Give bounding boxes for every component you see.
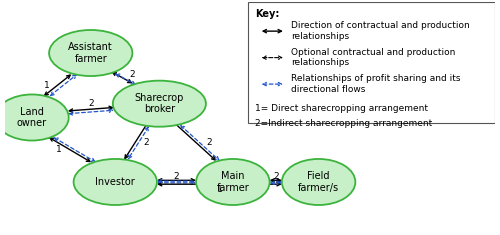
Text: Relationships of profit sharing and its
directional flows: Relationships of profit sharing and its … — [290, 74, 460, 94]
Text: 2: 2 — [174, 172, 180, 181]
Text: 2: 2 — [273, 172, 278, 181]
Ellipse shape — [113, 81, 206, 127]
Ellipse shape — [196, 159, 270, 205]
Text: 1: 1 — [56, 145, 62, 154]
Text: 1: 1 — [216, 185, 222, 194]
Text: Direction of contractual and production
relationships: Direction of contractual and production … — [290, 21, 470, 41]
Ellipse shape — [0, 94, 68, 141]
Text: 2: 2 — [207, 138, 212, 147]
Text: 2: 2 — [143, 138, 148, 147]
Text: Sharecrop
broker: Sharecrop broker — [134, 93, 184, 114]
Text: 2=Indirect sharecropping arrangement: 2=Indirect sharecropping arrangement — [255, 119, 432, 128]
FancyBboxPatch shape — [248, 2, 495, 123]
Ellipse shape — [74, 159, 157, 205]
Text: 2: 2 — [88, 99, 94, 108]
Text: Optional contractual and production
relationships: Optional contractual and production rela… — [290, 48, 455, 67]
Ellipse shape — [49, 30, 132, 76]
Text: Key:: Key: — [255, 9, 280, 19]
Ellipse shape — [282, 159, 356, 205]
Text: Land
owner: Land owner — [17, 107, 47, 128]
Text: Field
farmer/s: Field farmer/s — [298, 171, 339, 193]
Text: 1: 1 — [44, 81, 50, 90]
Text: Main
farmer: Main farmer — [216, 171, 249, 193]
Text: 1= Direct sharecropping arrangement: 1= Direct sharecropping arrangement — [255, 104, 428, 113]
Text: 2: 2 — [129, 70, 134, 78]
Text: Investor: Investor — [96, 177, 135, 187]
Text: Assistant
farmer: Assistant farmer — [68, 42, 113, 64]
